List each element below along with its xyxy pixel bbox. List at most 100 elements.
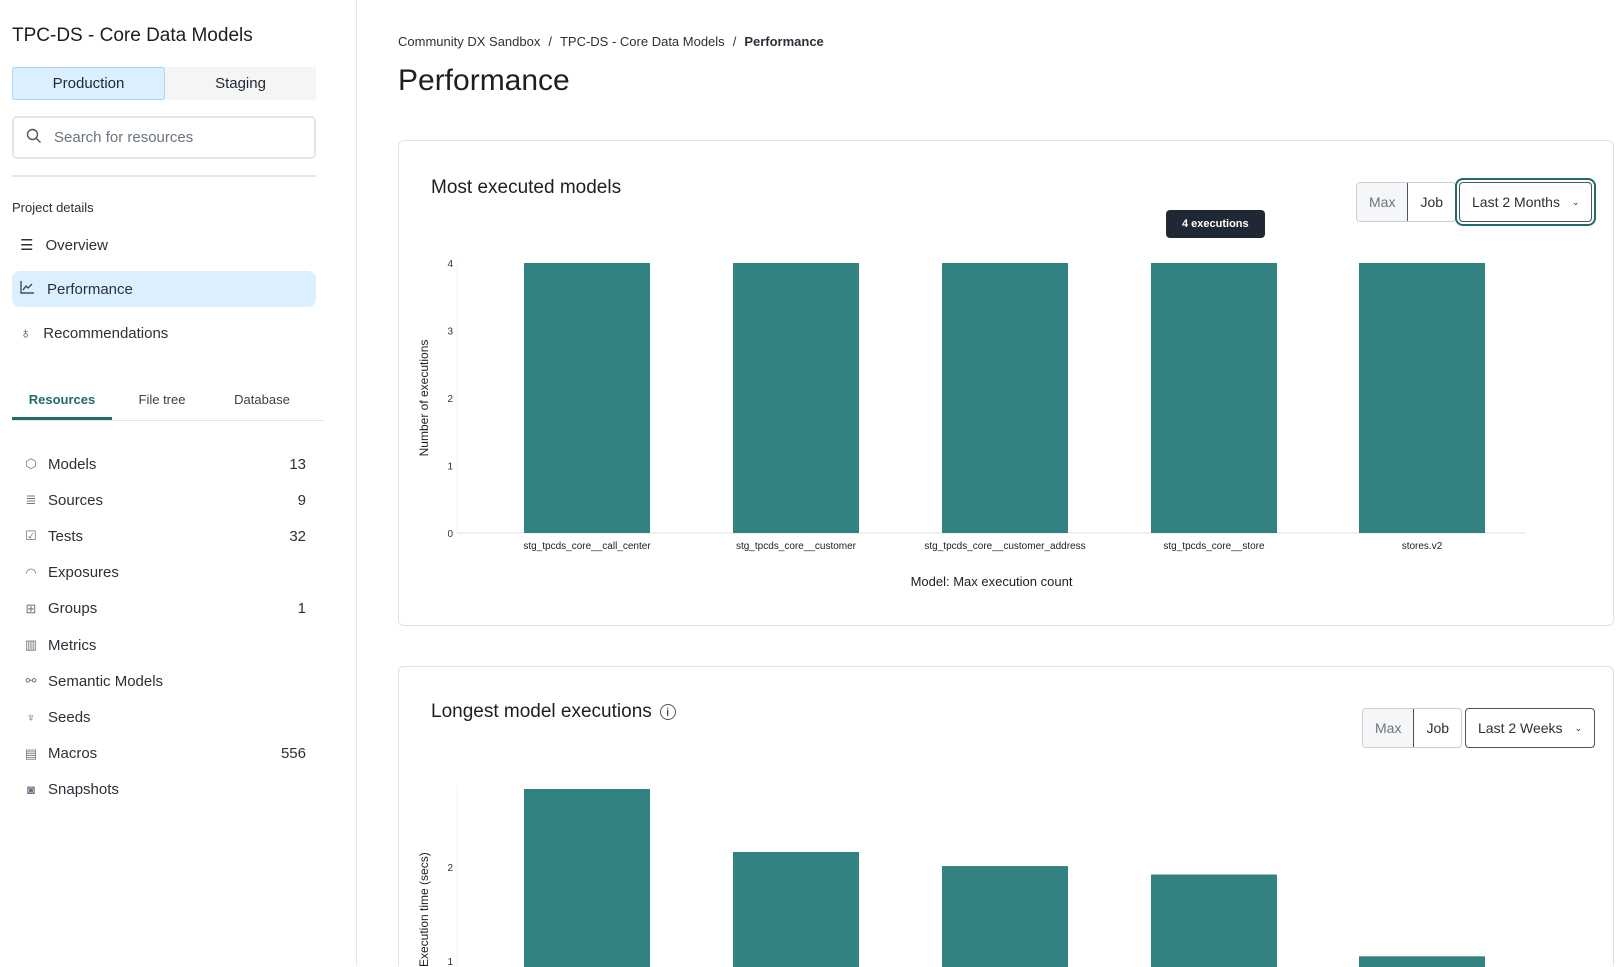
resource-count: 32 [289, 527, 306, 545]
x-tick-label: stg_tpcds_core__customer_address [924, 541, 1085, 552]
x-tick-label: stg_tpcds_core__customer [736, 541, 857, 552]
resource-count: 556 [280, 745, 306, 763]
bar [733, 263, 859, 533]
clipboard-check-icon: ☑ [25, 528, 37, 544]
environment-toggle: Production Staging [12, 67, 316, 100]
sidebar-resource-groups[interactable]: ⊞ Groups 1 [22, 597, 306, 621]
breadcrumb-separator: / [732, 34, 737, 49]
resource-count: 13 [289, 455, 306, 473]
y-tick-label: 1 [447, 462, 453, 473]
sidebar-item-recommendations[interactable]: ♁ Recommendations [12, 315, 316, 351]
breadcrumb-link[interactable]: Community DX Sandbox [398, 34, 541, 49]
bar [1359, 956, 1485, 967]
env-production-button[interactable]: Production [12, 67, 165, 100]
most-executed-card: Most executed models Max Job Last 2 Mont… [398, 140, 1614, 626]
max-button[interactable]: Max [1357, 183, 1408, 221]
nav-label: Overview [45, 236, 108, 254]
env-staging-button[interactable]: Staging [215, 75, 266, 92]
tab-database[interactable]: Database [234, 392, 290, 407]
grid-icon: ⊞ [25, 600, 37, 616]
gauge-icon: ◠ [25, 564, 37, 580]
y-tick-label: 3 [447, 327, 453, 338]
chevron-down-icon: ⌄ [1571, 196, 1580, 207]
max-button[interactable]: Max [1363, 709, 1414, 747]
resource-label: Groups [48, 600, 98, 618]
resource-label: Macros [48, 745, 98, 763]
sidebar-resource-snapshots[interactable]: ◙ Snapshots [22, 778, 306, 802]
sidebar-resource-tests[interactable]: ☑ Tests 32 [22, 524, 306, 548]
graph-nodes-icon: ⚯ [25, 673, 37, 689]
card-title: Most executed models [431, 177, 622, 198]
executions-bar-chart: 0 1 2 3 4 stg_tpcds_core__call_center stg_tpcd… [417, 259, 1526, 589]
resource-count: 9 [297, 491, 306, 509]
y-tick-label: 2 [447, 394, 453, 405]
search-icon [26, 128, 42, 148]
resource-tabs: Resources File tree Database [12, 385, 324, 421]
sidebar: TPC-DS - Core Data Models Production Sta… [0, 0, 357, 966]
sidebar-resource-sources[interactable]: ≣ Sources 9 [22, 488, 306, 512]
search-input[interactable]: Search for resources [12, 116, 316, 159]
resource-label: Tests [48, 527, 84, 545]
x-axis-label: Model: Max execution count [911, 574, 1073, 589]
y-axis-label: Execution time (secs) [417, 852, 431, 967]
execution-time-bar-chart: 1 2 Execution time (secs) [417, 785, 1485, 967]
sidebar-resource-semantic-models[interactable]: ⚯ Semantic Models [22, 669, 306, 693]
bar [942, 866, 1068, 967]
sidebar-resource-metrics[interactable]: ▥ Metrics [22, 633, 306, 657]
page-title: Performance [398, 64, 570, 97]
date-range-dropdown[interactable]: Last 2 Months ⌄ [1459, 182, 1593, 222]
card-title: Longest model executions i [431, 701, 676, 723]
sidebar-resource-exposures[interactable]: ◠ Exposures [22, 561, 306, 585]
resource-label: Sources [48, 491, 104, 509]
bar [524, 788, 650, 967]
sprout-icon: ♆ [26, 709, 36, 725]
date-range-dropdown[interactable]: Last 2 Weeks ⌄ [1465, 708, 1596, 748]
x-tick-label: stores.v2 [1402, 541, 1443, 552]
document-icon: ▤ [24, 745, 38, 761]
lightbulb-icon: ♁ [20, 324, 32, 342]
bar [942, 263, 1068, 533]
sidebar-item-overview[interactable]: ☰ Overview [12, 227, 316, 263]
section-label: Project details [12, 200, 94, 215]
breadcrumb-link[interactable]: TPC-DS - Core Data Models [559, 34, 725, 49]
dropdown-value: Last 2 Months [1472, 194, 1560, 210]
resource-label: Snapshots [48, 781, 119, 799]
y-tick-label: 0 [447, 529, 453, 540]
resource-count: 1 [297, 600, 306, 618]
bar-tooltip: 4 executions [1166, 210, 1265, 238]
y-tick-label: 1 [447, 957, 453, 967]
tab-resources[interactable]: Resources [12, 385, 112, 420]
nav-label: Recommendations [43, 324, 169, 342]
x-tick-label: stg_tpcds_core__call_center [523, 541, 651, 552]
max-job-toggle: Max Job [1362, 708, 1463, 748]
bar-chart-icon: ▥ [24, 637, 38, 652]
sidebar-resource-seeds[interactable]: ♆ Seeds [22, 705, 306, 729]
bar [524, 263, 650, 533]
max-job-toggle: Max Job [1356, 182, 1457, 222]
nav-label: Performance [47, 280, 133, 298]
divider [12, 175, 316, 177]
info-icon[interactable]: i [659, 704, 676, 720]
tab-file-tree[interactable]: File tree [138, 392, 186, 407]
search-placeholder: Search for resources [54, 129, 194, 146]
resource-label: Exposures [48, 564, 119, 582]
dropdown-value: Last 2 Weeks [1478, 720, 1563, 736]
job-button[interactable]: Job [1407, 183, 1455, 221]
resource-label: Semantic Models [48, 672, 164, 690]
job-button[interactable]: Job [1413, 709, 1461, 747]
longest-executions-card: Longest model executions i Max Job Last 2… [398, 666, 1614, 967]
sidebar-item-performance[interactable]: Performance [12, 271, 316, 307]
x-tick-label: stg_tpcds_core__store [1163, 541, 1265, 552]
breadcrumb-separator: / [548, 34, 552, 49]
bar [733, 851, 859, 967]
project-title: TPC-DS - Core Data Models [12, 25, 253, 46]
line-chart-icon [20, 280, 35, 298]
resource-label: Metrics [48, 636, 97, 654]
sidebar-resource-models[interactable]: ⬡ Models 13 [22, 452, 306, 476]
resource-label: Seeds [48, 708, 91, 726]
sidebar-resource-macros[interactable]: ▤ Macros 556 [22, 742, 306, 766]
database-icon: ≣ [25, 492, 37, 508]
resource-label: Models [48, 455, 97, 473]
card-title-text: Longest model executions [431, 701, 652, 722]
breadcrumb-current: Performance [744, 34, 824, 49]
